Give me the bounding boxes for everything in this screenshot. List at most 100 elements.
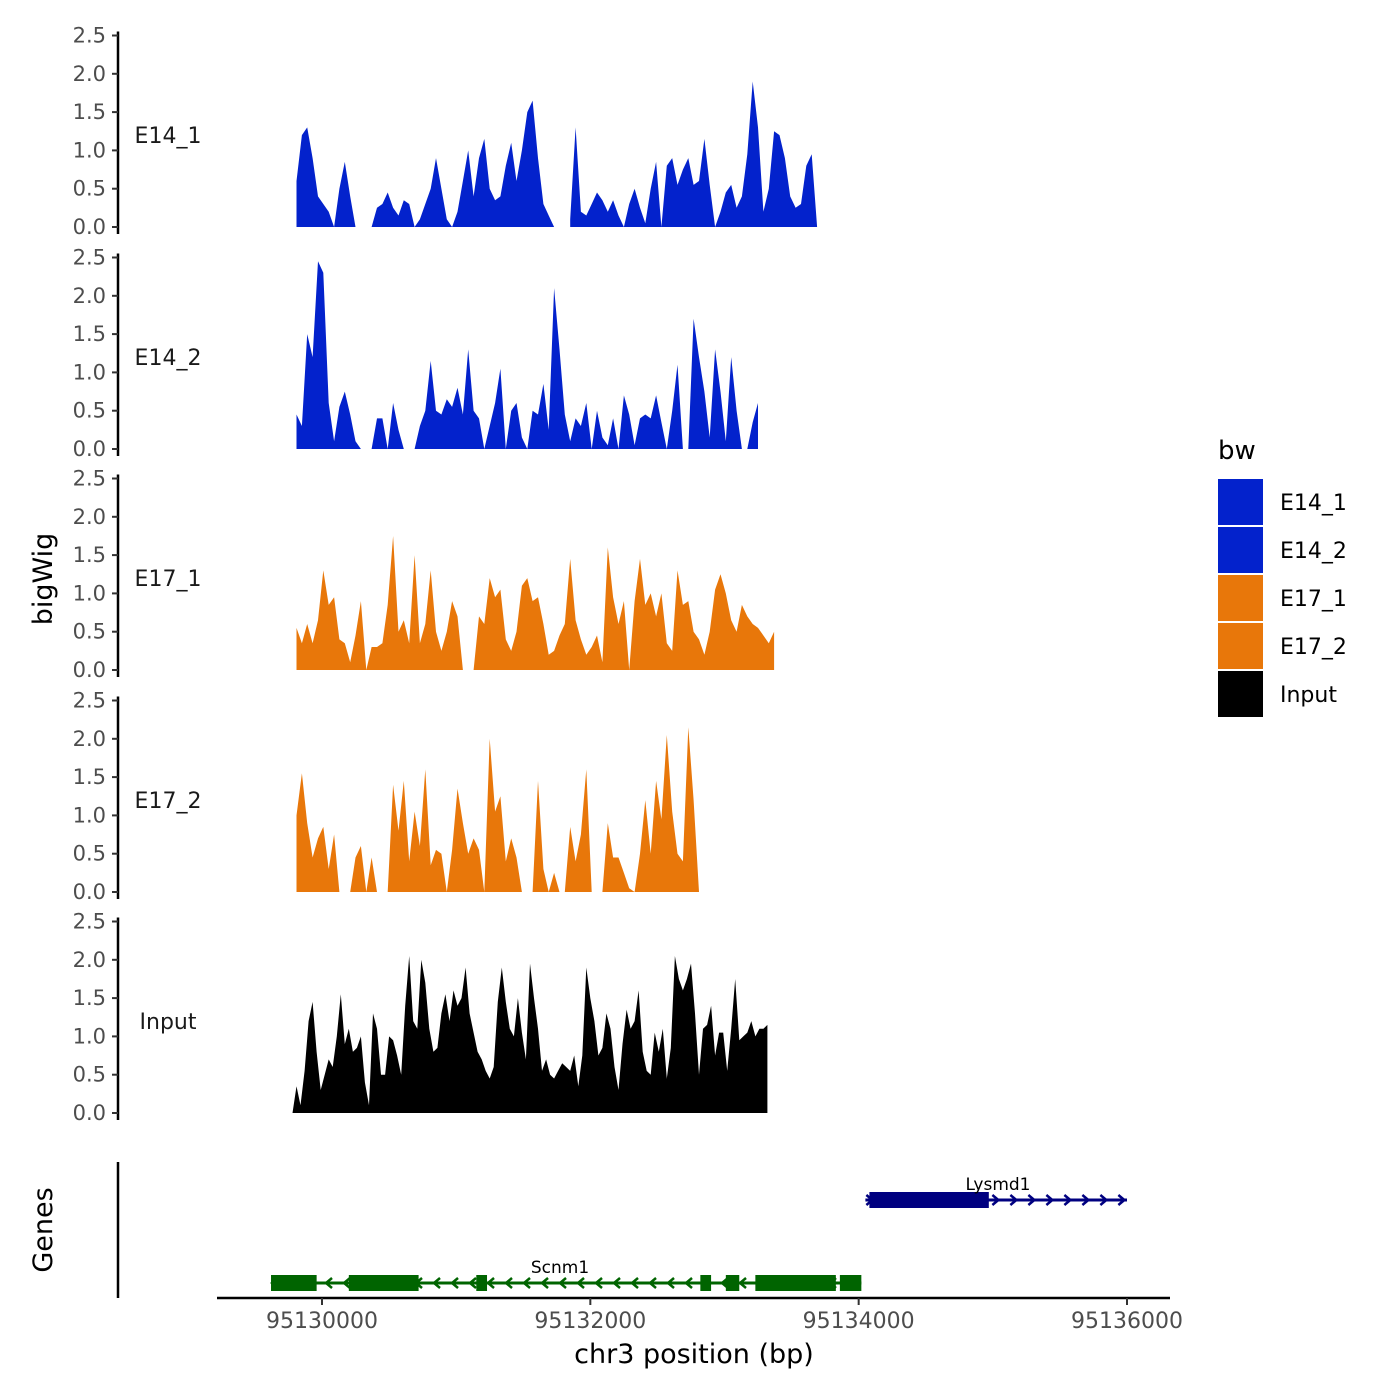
y-tick-label: 2.0 bbox=[73, 727, 106, 751]
y-tick-label: 1.5 bbox=[73, 100, 106, 124]
strand-chevron bbox=[1027, 1194, 1037, 1206]
legend-label: E14_1 bbox=[1280, 491, 1347, 516]
exon bbox=[869, 1192, 989, 1208]
y-tick-label: 1.0 bbox=[73, 803, 106, 827]
x-tick-label: 95136000 bbox=[1071, 1309, 1183, 1334]
coverage-area bbox=[602, 727, 705, 892]
y-tick-label: 2.5 bbox=[73, 246, 106, 270]
strand-chevron bbox=[558, 1277, 567, 1289]
track-e17-1: 0.0 0.5 1.0 1.5 2.0 2.5 E17_1 bbox=[73, 467, 775, 682]
strand-chevron bbox=[1099, 1194, 1109, 1206]
track-e14-1: 0.0 0.5 1.0 1.5 2.0 2.5 E14_1 bbox=[73, 24, 818, 239]
strand-chevron bbox=[630, 1277, 639, 1289]
strand-chevron bbox=[594, 1277, 603, 1289]
exon bbox=[725, 1275, 740, 1291]
strand-chevron bbox=[648, 1277, 657, 1289]
y-tick-label: 2.5 bbox=[73, 24, 106, 48]
coverage-area bbox=[296, 773, 340, 892]
track-e14-2: 0.0 0.5 1.0 1.5 2.0 2.5 E14_2 bbox=[73, 246, 758, 461]
y-tick-label: 1.0 bbox=[73, 138, 106, 162]
strand-chevron bbox=[504, 1277, 513, 1289]
y-tick-label: 2.0 bbox=[73, 505, 106, 529]
track-input: 0.0 0.5 1.0 1.5 2.0 2.5 Input bbox=[73, 910, 768, 1125]
gene-label: Scnm1 bbox=[531, 1258, 589, 1278]
genes-panel: Lysmd1 Scnm1 bbox=[116, 1162, 1127, 1298]
strand-chevron bbox=[991, 1194, 1001, 1206]
y-tick-label: 1.5 bbox=[73, 543, 106, 567]
coverage-area bbox=[570, 81, 818, 227]
exon bbox=[476, 1275, 488, 1291]
y-tick-label: 2.0 bbox=[73, 284, 106, 308]
coverage-area bbox=[296, 536, 463, 670]
track-label: E17_1 bbox=[135, 567, 202, 592]
strand-chevron bbox=[1081, 1194, 1091, 1206]
y-tick-label: 1.0 bbox=[73, 1024, 106, 1048]
y-tick-label: 2.0 bbox=[73, 948, 106, 972]
gene-lysmd1: Lysmd1 bbox=[865, 1175, 1127, 1208]
x-tick-label: 95134000 bbox=[803, 1309, 915, 1334]
gene-label: Lysmd1 bbox=[966, 1175, 1031, 1195]
coverage-area bbox=[387, 738, 522, 892]
y-tick-label: 0.5 bbox=[73, 620, 106, 644]
coverage-area bbox=[414, 288, 758, 449]
exon bbox=[755, 1275, 836, 1291]
legend-label: E14_2 bbox=[1280, 539, 1347, 564]
strand-chevron bbox=[342, 1277, 351, 1289]
track-label: Input bbox=[140, 1010, 197, 1035]
y-tick-label: 1.5 bbox=[73, 986, 106, 1010]
strand-chevron bbox=[738, 1277, 747, 1289]
bigwig-tracks: 0.0 0.5 1.0 1.5 2.0 2.5 E14_1 0.0 0.5 1.0 1.5 2.0 2.… bbox=[73, 24, 818, 1125]
y-tick-label: 1.0 bbox=[73, 360, 106, 384]
strand-chevron bbox=[468, 1277, 477, 1289]
y-tick-label: 2.5 bbox=[73, 689, 106, 713]
coverage-area bbox=[532, 769, 592, 892]
y-tick-label: 0.5 bbox=[73, 1063, 106, 1087]
x-axis-title: chr3 position (bp) bbox=[574, 1339, 814, 1370]
coverage-area bbox=[371, 403, 404, 449]
y-tick-label: 1.5 bbox=[73, 765, 106, 789]
strand-chevron bbox=[612, 1277, 621, 1289]
x-tick-label: 95130000 bbox=[266, 1309, 378, 1334]
legend-label: E17_2 bbox=[1280, 635, 1347, 660]
x-axis: 95130000 95132000 95134000 95136000 bbox=[217, 1296, 1183, 1334]
legend-swatch bbox=[1218, 623, 1263, 669]
strand-chevron bbox=[324, 1277, 333, 1289]
strand-chevron bbox=[540, 1277, 549, 1289]
strand-chevron bbox=[486, 1277, 495, 1289]
y-tick-label: 2.5 bbox=[73, 467, 106, 491]
legend-swatch bbox=[1218, 575, 1263, 621]
y-tick-label: 1.5 bbox=[73, 322, 106, 346]
track-label: E14_1 bbox=[135, 124, 202, 149]
legend-swatch bbox=[1218, 671, 1263, 717]
strand-chevron bbox=[1045, 1194, 1055, 1206]
legend: bw E14_1 E14_2 E17_1 E17_2 Input bbox=[1218, 436, 1347, 717]
legend-swatch bbox=[1218, 479, 1263, 525]
coverage-area bbox=[296, 261, 361, 449]
y-tick-label: 0.5 bbox=[73, 842, 106, 866]
strand-chevron bbox=[1117, 1194, 1127, 1206]
exon bbox=[348, 1275, 419, 1291]
track-label: E17_2 bbox=[135, 789, 202, 814]
strand-chevron bbox=[522, 1277, 531, 1289]
y-tick-label: 0.0 bbox=[73, 1101, 106, 1125]
x-tick-label: 95132000 bbox=[534, 1309, 646, 1334]
gene-scnm1: Scnm1 bbox=[270, 1258, 862, 1291]
coverage-area bbox=[350, 846, 377, 892]
coverage-area bbox=[296, 127, 356, 227]
legend-swatch bbox=[1218, 527, 1263, 573]
y-tick-label: 1.0 bbox=[73, 581, 106, 605]
coverage-area bbox=[366, 100, 555, 227]
exon bbox=[839, 1275, 862, 1291]
y-tick-label: 0.5 bbox=[73, 399, 106, 423]
exon bbox=[271, 1275, 317, 1291]
legend-label: Input bbox=[1280, 683, 1337, 708]
legend-label: E17_1 bbox=[1280, 587, 1347, 612]
legend-title: bw bbox=[1218, 436, 1256, 466]
y-tick-label: 2.5 bbox=[73, 910, 106, 934]
track-e17-2: 0.0 0.5 1.0 1.5 2.0 2.5 E17_2 bbox=[73, 689, 705, 904]
strand-chevron bbox=[684, 1277, 693, 1289]
coverage-area bbox=[473, 547, 775, 670]
y-axis-title: bigWig bbox=[28, 533, 59, 626]
y-tick-label: 0.0 bbox=[73, 437, 106, 461]
